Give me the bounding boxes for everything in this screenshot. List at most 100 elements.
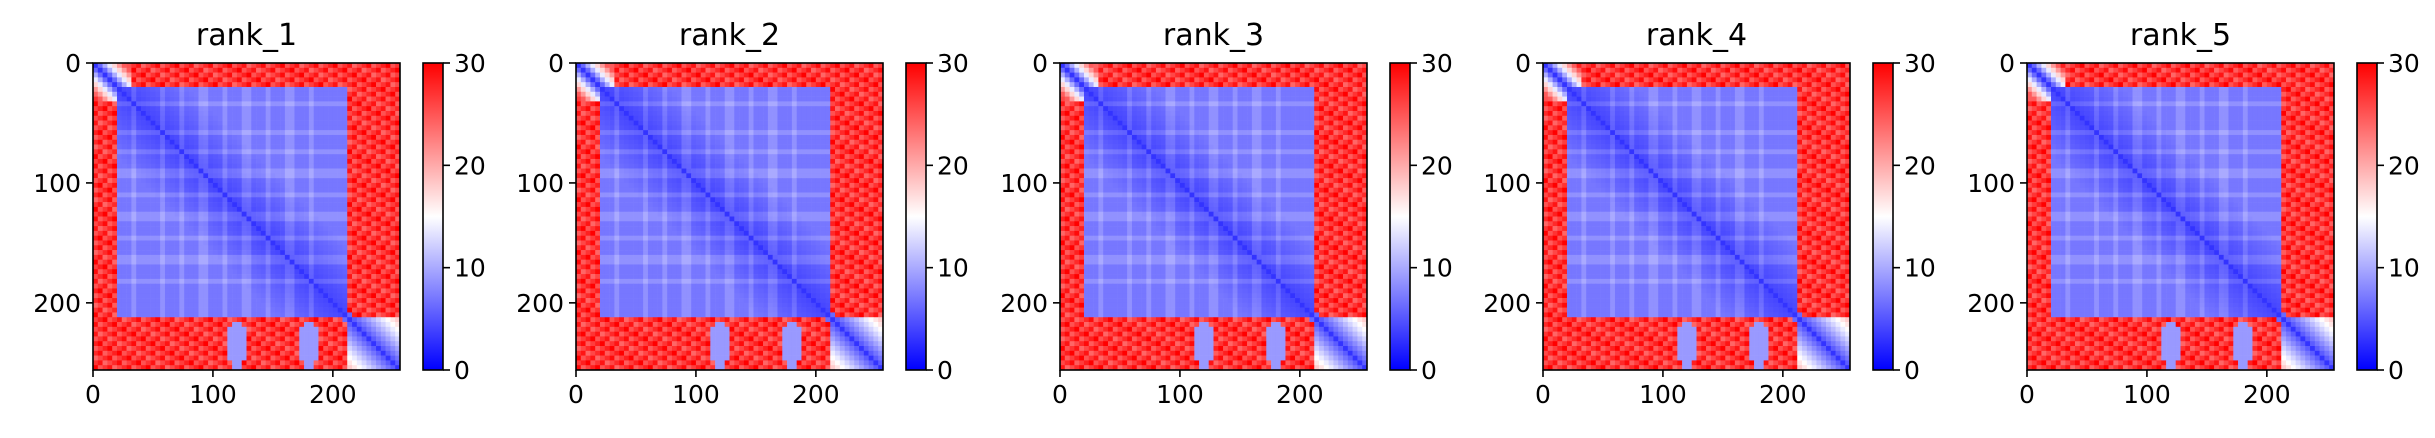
heatmap-cell	[357, 250, 362, 255]
heatmap-cell	[376, 293, 381, 298]
heatmap-cell	[136, 298, 141, 303]
heatmap-cell	[247, 106, 252, 111]
heatmap-cell	[227, 341, 232, 346]
heatmap-cell	[318, 288, 323, 293]
heatmap-cell	[112, 178, 117, 183]
heatmap-cell	[362, 125, 367, 130]
heatmap-cell	[160, 332, 165, 337]
heatmap-cell	[117, 82, 122, 87]
heatmap-cell	[347, 303, 352, 308]
heatmap-cell	[304, 245, 309, 250]
heatmap-cell	[816, 97, 821, 102]
heatmap-cell	[390, 279, 395, 284]
heatmap-cell	[773, 121, 778, 126]
heatmap-cell	[299, 82, 304, 87]
heatmap-cell	[208, 360, 213, 365]
heatmap-cell	[725, 87, 730, 92]
heatmap-cell	[739, 68, 744, 73]
heatmap-cell	[122, 106, 127, 111]
heatmap-cell	[141, 269, 146, 274]
heatmap-cell	[136, 231, 141, 236]
heatmap-cell	[266, 140, 271, 145]
heatmap-cell	[318, 164, 323, 169]
heatmap-cell	[213, 356, 218, 361]
heatmap-cell	[280, 101, 285, 106]
heatmap-cell	[107, 188, 112, 193]
heatmap-cell	[357, 97, 362, 102]
heatmap-cell	[165, 226, 170, 231]
heatmap-cell	[261, 154, 266, 159]
heatmap-cell	[136, 73, 141, 78]
heatmap-cell	[381, 332, 386, 337]
heatmap-cell	[184, 250, 189, 255]
heatmap-cell	[342, 212, 347, 217]
heatmap-cell	[821, 68, 826, 73]
heatmap-cell	[381, 149, 386, 154]
heatmap-cell	[304, 217, 309, 222]
heatmap-cell	[103, 284, 108, 289]
heatmap-cell	[199, 173, 204, 178]
heatmap-cell	[155, 212, 160, 217]
heatmap-cell	[342, 101, 347, 106]
heatmap-cell	[362, 250, 367, 255]
heatmap-cell	[175, 284, 180, 289]
heatmap-cell	[270, 332, 275, 337]
heatmap-cell	[98, 68, 103, 73]
heatmap-cell	[189, 154, 194, 159]
heatmap-cell	[146, 140, 151, 145]
heatmap-cell	[122, 226, 127, 231]
heatmap-cell	[227, 221, 232, 226]
heatmap-cell	[840, 73, 845, 78]
heatmap-cell	[136, 245, 141, 250]
heatmap-cell	[318, 106, 323, 111]
heatmap-cell	[227, 97, 232, 102]
heatmap-cell	[290, 125, 295, 130]
heatmap-cell	[318, 255, 323, 260]
heatmap-cell	[107, 97, 112, 102]
heatmap-cell	[251, 226, 256, 231]
heatmap-cell	[686, 125, 691, 130]
heatmap-cell	[261, 145, 266, 150]
heatmap-cell	[270, 351, 275, 356]
heatmap-cell	[266, 245, 271, 250]
heatmap-cell	[825, 106, 830, 111]
heatmap-cell	[160, 173, 165, 178]
heatmap-cell	[366, 269, 371, 274]
heatmap-cell	[266, 279, 271, 284]
heatmap-cell	[275, 346, 280, 351]
heatmap-cell	[653, 68, 658, 73]
heatmap-cell	[165, 116, 170, 121]
heatmap-cell	[294, 303, 299, 308]
heatmap-cell	[232, 130, 237, 135]
heatmap-cell	[151, 77, 156, 82]
heatmap-cell	[338, 341, 343, 346]
heatmap-cell	[869, 82, 874, 87]
heatmap-cell	[801, 92, 806, 97]
heatmap-cell	[390, 217, 395, 222]
heatmap-cell	[170, 169, 175, 174]
heatmap-cell	[247, 288, 252, 293]
heatmap-cell	[362, 164, 367, 169]
heatmap-cell	[845, 101, 850, 106]
heatmap-cell	[256, 260, 261, 265]
heatmap-cell	[725, 121, 730, 126]
heatmap-cell	[127, 245, 132, 250]
heatmap-cell	[199, 82, 204, 87]
heatmap-cell	[103, 197, 108, 202]
heatmap-cell	[199, 159, 204, 164]
heatmap-cell	[227, 360, 232, 365]
heatmap-cell	[342, 288, 347, 293]
heatmap-cell	[266, 231, 271, 236]
heatmap-cell	[701, 106, 706, 111]
heatmap-cell	[107, 341, 112, 346]
heatmap-cell	[314, 250, 319, 255]
heatmap-cell	[136, 125, 141, 130]
heatmap-cell	[318, 178, 323, 183]
heatmap-cell	[390, 236, 395, 241]
heatmap-cell	[213, 87, 218, 92]
heatmap-cell	[247, 298, 252, 303]
heatmap-cell	[141, 68, 146, 73]
heatmap-cell	[682, 92, 687, 97]
heatmap-cell	[386, 274, 391, 279]
heatmap-cell	[342, 284, 347, 289]
